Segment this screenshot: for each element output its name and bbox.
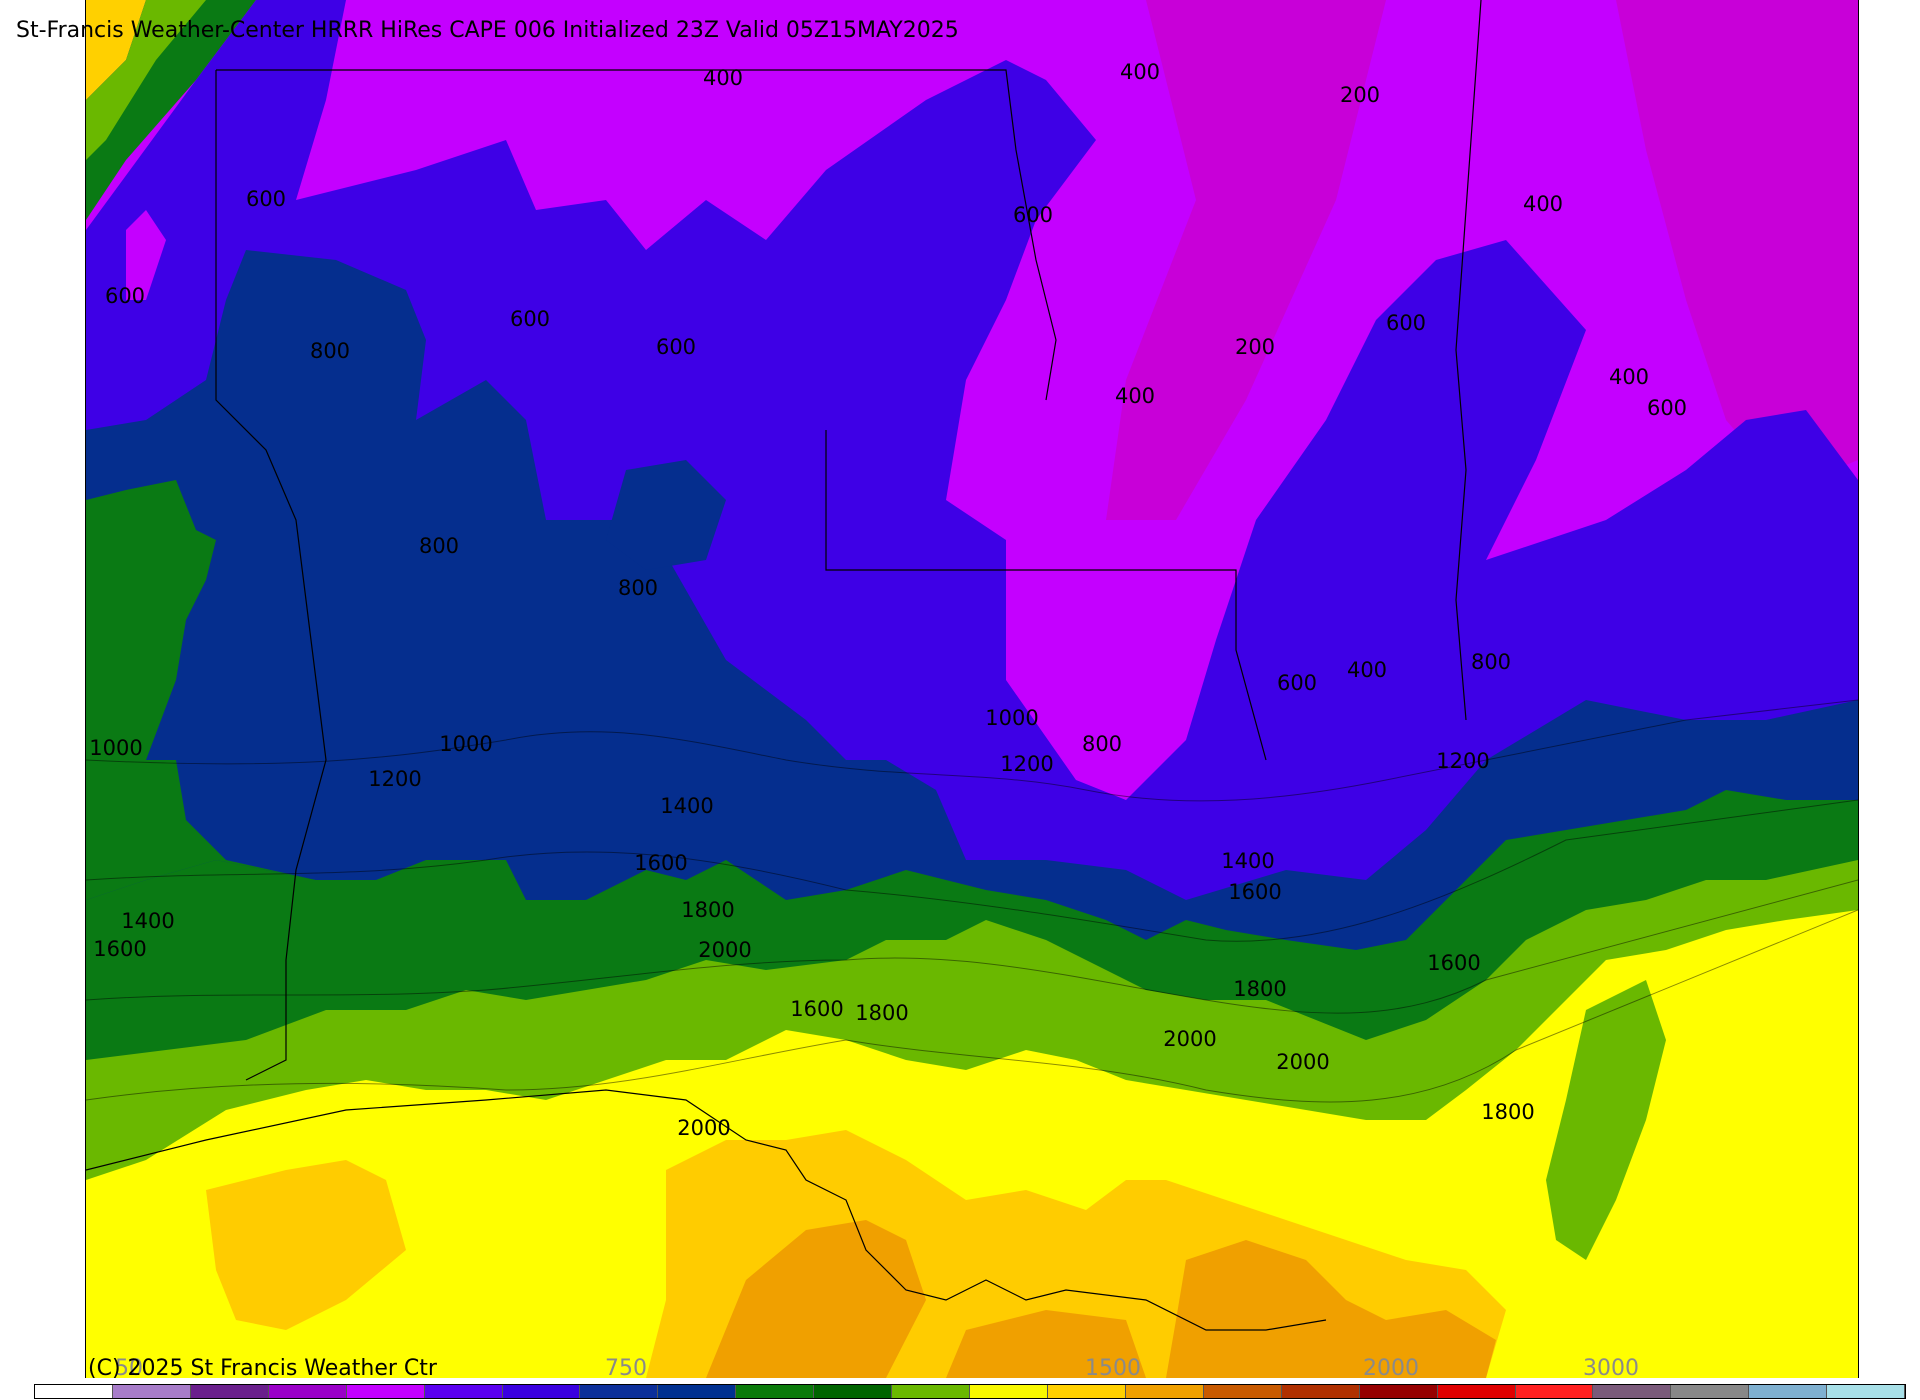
colorbar-swatch xyxy=(190,1385,269,1398)
contour-value-label: 600 xyxy=(655,335,697,359)
contour-value-label: 1400 xyxy=(660,794,714,818)
contour-value-label: 1200 xyxy=(368,767,422,791)
state-border-west xyxy=(215,70,327,1081)
contour-value-label: 1600 xyxy=(634,851,688,875)
contour-value-label: 800 xyxy=(309,339,351,363)
cape-band-1800-2000 xyxy=(706,1220,1496,1378)
cape-band-0-200-east xyxy=(1616,0,1858,490)
contour-value-label: 2000 xyxy=(1276,1050,1330,1074)
contour-value-label: 2000 xyxy=(1163,1027,1217,1051)
contour-value-label: 1800 xyxy=(1481,1100,1535,1124)
colorbar-swatch xyxy=(1671,1385,1750,1398)
colorbar-swatch xyxy=(424,1385,503,1398)
magenta-island-west xyxy=(126,210,166,300)
contour-value-label: 800 xyxy=(418,534,460,558)
contour-value-label: 600 xyxy=(1646,396,1688,420)
colorbar-swatch xyxy=(35,1385,113,1398)
green-tongue-east xyxy=(1546,980,1666,1260)
contour-value-label: 800 xyxy=(1081,732,1123,756)
colorbar-tick-label: 1500 xyxy=(1085,1356,1141,1381)
contour-value-label: 1400 xyxy=(1221,849,1275,873)
contour-value-label: 400 xyxy=(702,66,744,90)
contour-value-label: 200 xyxy=(1234,335,1276,359)
contour-value-label: 800 xyxy=(1470,650,1512,674)
contour-value-label: 400 xyxy=(1608,365,1650,389)
contour-value-label: 1600 xyxy=(93,937,147,961)
contour-line xyxy=(86,909,1858,1103)
colorbar-swatch xyxy=(1827,1385,1906,1398)
map-title: St-Francis Weather-Center HRRR HiRes CAP… xyxy=(16,18,959,43)
state-border-north xyxy=(216,69,1057,401)
contour-value-label: 400 xyxy=(1114,384,1156,408)
colorbar-swatch xyxy=(112,1385,191,1398)
contour-value-label: 1000 xyxy=(89,736,143,760)
colorbar-swatch xyxy=(580,1385,659,1398)
colorbar-swatch xyxy=(1515,1385,1594,1398)
colorbar-swatch xyxy=(1203,1385,1282,1398)
colorbar-swatch xyxy=(1359,1385,1438,1398)
contour-value-label: 200 xyxy=(1339,83,1381,107)
contour-value-label: 800 xyxy=(617,576,659,600)
contour-line xyxy=(86,799,1858,942)
colorbar-swatch xyxy=(1047,1385,1126,1398)
nw-corner-lightgreen xyxy=(86,0,206,160)
contour-value-label: 600 xyxy=(1385,311,1427,335)
colorbar-swatch xyxy=(1749,1385,1828,1398)
contour-value-label: 1800 xyxy=(1233,977,1287,1001)
contour-value-label: 600 xyxy=(104,284,146,308)
colorbar-swatch xyxy=(1437,1385,1516,1398)
contour-value-label: 600 xyxy=(509,307,551,331)
contour-value-label: 1000 xyxy=(439,732,493,756)
contour-value-label: 400 xyxy=(1346,658,1388,682)
cape-field xyxy=(86,0,1858,1378)
contour-value-label: 600 xyxy=(1012,203,1054,227)
contour-value-label: 1800 xyxy=(681,898,735,922)
state-border-mid xyxy=(825,430,1267,761)
contour-value-label: 1400 xyxy=(121,909,175,933)
colorbar-swatch xyxy=(1281,1385,1360,1398)
colorbar-swatch xyxy=(1593,1385,1672,1398)
contour-value-label: 400 xyxy=(1119,60,1161,84)
green-lobe-west xyxy=(86,760,316,900)
colorbar-tick-label: 2000 xyxy=(1363,1356,1419,1381)
contour-line xyxy=(86,879,1858,1014)
contour-value-label: 1200 xyxy=(1436,749,1490,773)
nw-corner-yellow xyxy=(86,0,146,100)
colorbar-tick-label: 3000 xyxy=(1583,1356,1639,1381)
colorbar-swatch xyxy=(658,1385,737,1398)
colorbar-tick-label: 750 xyxy=(605,1356,647,1381)
colorbar-swatch xyxy=(970,1385,1048,1398)
cape-band-0-200 xyxy=(1106,0,1386,520)
colorbar-swatch xyxy=(814,1385,893,1398)
colorbar-swatch xyxy=(268,1385,347,1398)
contour-value-label: 2000 xyxy=(698,938,752,962)
contour-value-label: 1600 xyxy=(1427,951,1481,975)
colorbar xyxy=(34,1384,1906,1399)
cape-band-1400-1600 xyxy=(86,910,1858,1378)
contour-value-label: 1000 xyxy=(985,706,1039,730)
contour-value-label: 2000 xyxy=(677,1116,731,1140)
colorbar-swatch xyxy=(346,1385,425,1398)
copyright-text: (C) 2025 St Francis Weather Ctr xyxy=(88,1356,437,1381)
colorbar-tick-label: 50 xyxy=(115,1356,143,1381)
cape-map: 400 400 200 600 600 400 600 600 600 800 600 200 400 4… xyxy=(85,0,1859,1378)
contour-value-label: 1800 xyxy=(855,1001,909,1025)
colorbar-swatch xyxy=(892,1385,971,1398)
contour-value-label: 600 xyxy=(1276,671,1318,695)
colorbar-swatch xyxy=(736,1385,815,1398)
navy-island-center xyxy=(606,460,726,570)
contour-value-label: 1600 xyxy=(1228,880,1282,904)
contour-value-label: 1200 xyxy=(1000,752,1054,776)
contour-value-label: 600 xyxy=(245,187,287,211)
contour-line xyxy=(86,699,1858,802)
state-border-east xyxy=(1455,0,1482,721)
coastline xyxy=(86,1089,1327,1331)
contour-value-label: 1600 xyxy=(790,997,844,1021)
colorbar-swatch xyxy=(1125,1385,1204,1398)
colorbar-swatch xyxy=(502,1385,581,1398)
contour-value-label: 400 xyxy=(1522,192,1564,216)
